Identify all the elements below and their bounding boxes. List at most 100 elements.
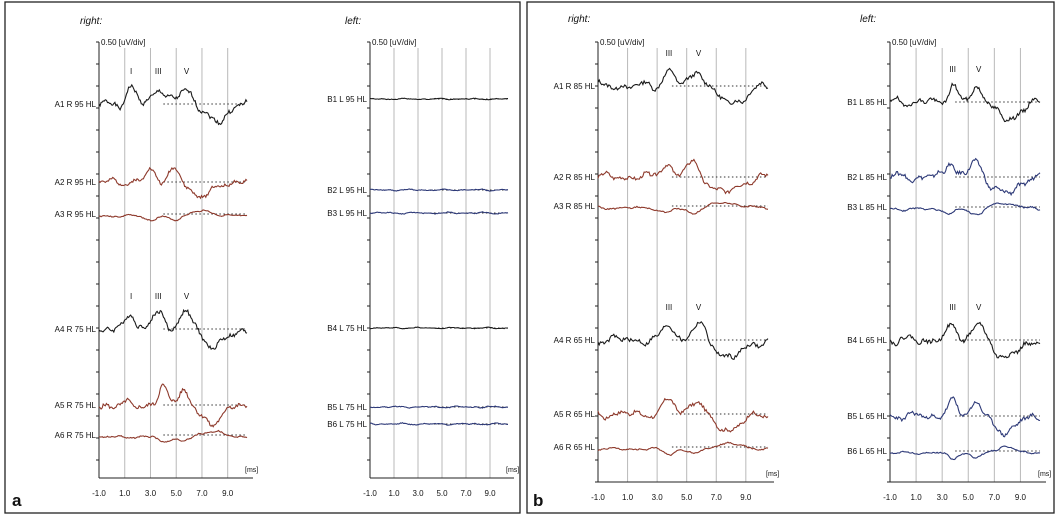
unit-label: [ms] <box>1038 471 1051 478</box>
scale-label: 0.50 [uV/div] <box>892 38 936 47</box>
trace-label: B3 L 95 HL <box>327 209 367 218</box>
trace-label: B4 L 65 HL <box>847 336 887 345</box>
trace-blue <box>369 211 509 215</box>
trace-label: A1 R 95 HL <box>55 100 97 109</box>
trace-black <box>597 67 769 105</box>
side-heading: right: <box>568 14 590 25</box>
trace-black <box>597 320 769 361</box>
trace-label: A1 R 85 HL <box>554 82 596 91</box>
x-tick-label: 9.0 <box>484 489 496 498</box>
wave-label: III <box>666 49 673 58</box>
trace-label: A2 R 85 HL <box>554 173 596 182</box>
x-tick-label: 3.0 <box>652 493 664 502</box>
side-heading: left: <box>860 14 876 25</box>
trace-black <box>98 83 248 126</box>
x-tick-label: 9.0 <box>1015 493 1027 502</box>
x-tick-label: -1.0 <box>363 489 377 498</box>
wave-label: III <box>155 292 162 301</box>
trace-label: A3 R 85 HL <box>554 202 596 211</box>
wave-label: I <box>130 292 132 301</box>
trace-black <box>889 321 1041 359</box>
wave-label: V <box>184 67 190 76</box>
trace-label: B5 L 75 HL <box>327 403 367 412</box>
wave-label: V <box>696 49 702 58</box>
trace-label: A5 R 75 HL <box>55 401 97 410</box>
x-tick-label: 5.0 <box>963 493 975 502</box>
wave-label: V <box>976 65 982 74</box>
trace-blue <box>889 396 1041 438</box>
x-tick-label: 3.0 <box>412 489 424 498</box>
wave-label: V <box>976 303 982 312</box>
scale-label: 0.50 [uV/div] <box>101 38 145 47</box>
x-tick-label: 5.0 <box>436 489 448 498</box>
chart-panel-2: left: 0.50 [uV/div] [ms] -1.0 1.0 3.0 5.0 7.0 9.… <box>327 16 519 498</box>
trace-red <box>98 209 248 222</box>
trace-red <box>99 429 248 443</box>
x-tick-label: 3.0 <box>145 489 157 498</box>
trace-red <box>597 441 769 457</box>
trace-label: A3 R 95 HL <box>55 210 97 219</box>
trace-blue <box>369 422 508 426</box>
wave-label: I <box>130 67 132 76</box>
trace-red <box>98 383 248 428</box>
x-tick-label: 1.0 <box>388 489 400 498</box>
trace-black <box>369 97 509 101</box>
x-tick-label: 3.0 <box>937 493 949 502</box>
panel-a-frame <box>4 1 521 514</box>
trace-label: A4 R 75 HL <box>55 325 97 334</box>
trace-label: A6 R 75 HL <box>55 431 97 440</box>
trace-label: A6 R 65 HL <box>554 443 596 452</box>
x-tick-label: 7.0 <box>989 493 1001 502</box>
trace-blue <box>889 202 1041 216</box>
trace-blue <box>369 405 508 409</box>
unit-label: [ms] <box>766 471 779 478</box>
scale-label: 0.50 [uV/div] <box>372 38 416 47</box>
panel-b-frame <box>526 1 1055 514</box>
trace-label: A5 R 65 HL <box>554 410 596 419</box>
panel-letter: b <box>533 491 543 510</box>
trace-label: B1 L 85 HL <box>847 98 887 107</box>
trace-label: A4 R 65 HL <box>554 336 596 345</box>
trace-label: B2 L 85 HL <box>847 173 887 182</box>
trace-black <box>369 326 508 330</box>
x-tick-label: -1.0 <box>591 493 605 502</box>
x-tick-label: 7.0 <box>711 493 723 502</box>
x-tick-label: 7.0 <box>460 489 472 498</box>
x-tick-label: 5.0 <box>681 493 693 502</box>
x-tick-label: 1.0 <box>911 493 923 502</box>
plots-layer: right: 0.50 [uV/div] [ms] -1.0 1.0 3.0 5.0 7.0 9… <box>12 14 1051 510</box>
x-tick-label: 9.0 <box>222 489 234 498</box>
trace-red <box>597 397 769 433</box>
trace-blue <box>889 445 1041 461</box>
trace-red <box>98 166 248 200</box>
x-tick-label: 1.0 <box>622 493 634 502</box>
trace-label: B5 L 65 HL <box>847 412 887 421</box>
trace-red <box>597 201 769 215</box>
chart-panel-4: left: 0.50 [uV/div] [ms] -1.0 1.0 3.0 5.0 7.0 9.… <box>847 14 1051 502</box>
x-tick-label: 1.0 <box>119 489 131 498</box>
wave-label: III <box>949 303 956 312</box>
scale-label: 0.50 [uV/div] <box>600 38 644 47</box>
trace-label: B6 L 75 HL <box>327 420 367 429</box>
trace-black <box>98 308 248 350</box>
trace-red <box>597 158 769 195</box>
trace-blue <box>889 157 1041 197</box>
x-tick-label: -1.0 <box>92 489 106 498</box>
unit-label: [ms] <box>506 467 519 474</box>
x-tick-label: 9.0 <box>740 493 752 502</box>
trace-label: B4 L 75 HL <box>327 324 367 333</box>
x-tick-label: 7.0 <box>196 489 208 498</box>
wave-label: V <box>696 303 702 312</box>
trace-label: B2 L 95 HL <box>327 186 367 195</box>
unit-label: [ms] <box>245 467 258 474</box>
wave-label: III <box>155 67 162 76</box>
wave-label: III <box>666 303 673 312</box>
side-heading: right: <box>80 16 102 27</box>
trace-black <box>889 82 1041 123</box>
panel-letter: a <box>12 491 22 510</box>
x-tick-label: 5.0 <box>171 489 183 498</box>
chart-panel-1: right: 0.50 [uV/div] [ms] -1.0 1.0 3.0 5.0 7.0 9… <box>12 16 258 510</box>
trace-label: A2 R 95 HL <box>55 178 97 187</box>
x-tick-label: -1.0 <box>883 493 897 502</box>
